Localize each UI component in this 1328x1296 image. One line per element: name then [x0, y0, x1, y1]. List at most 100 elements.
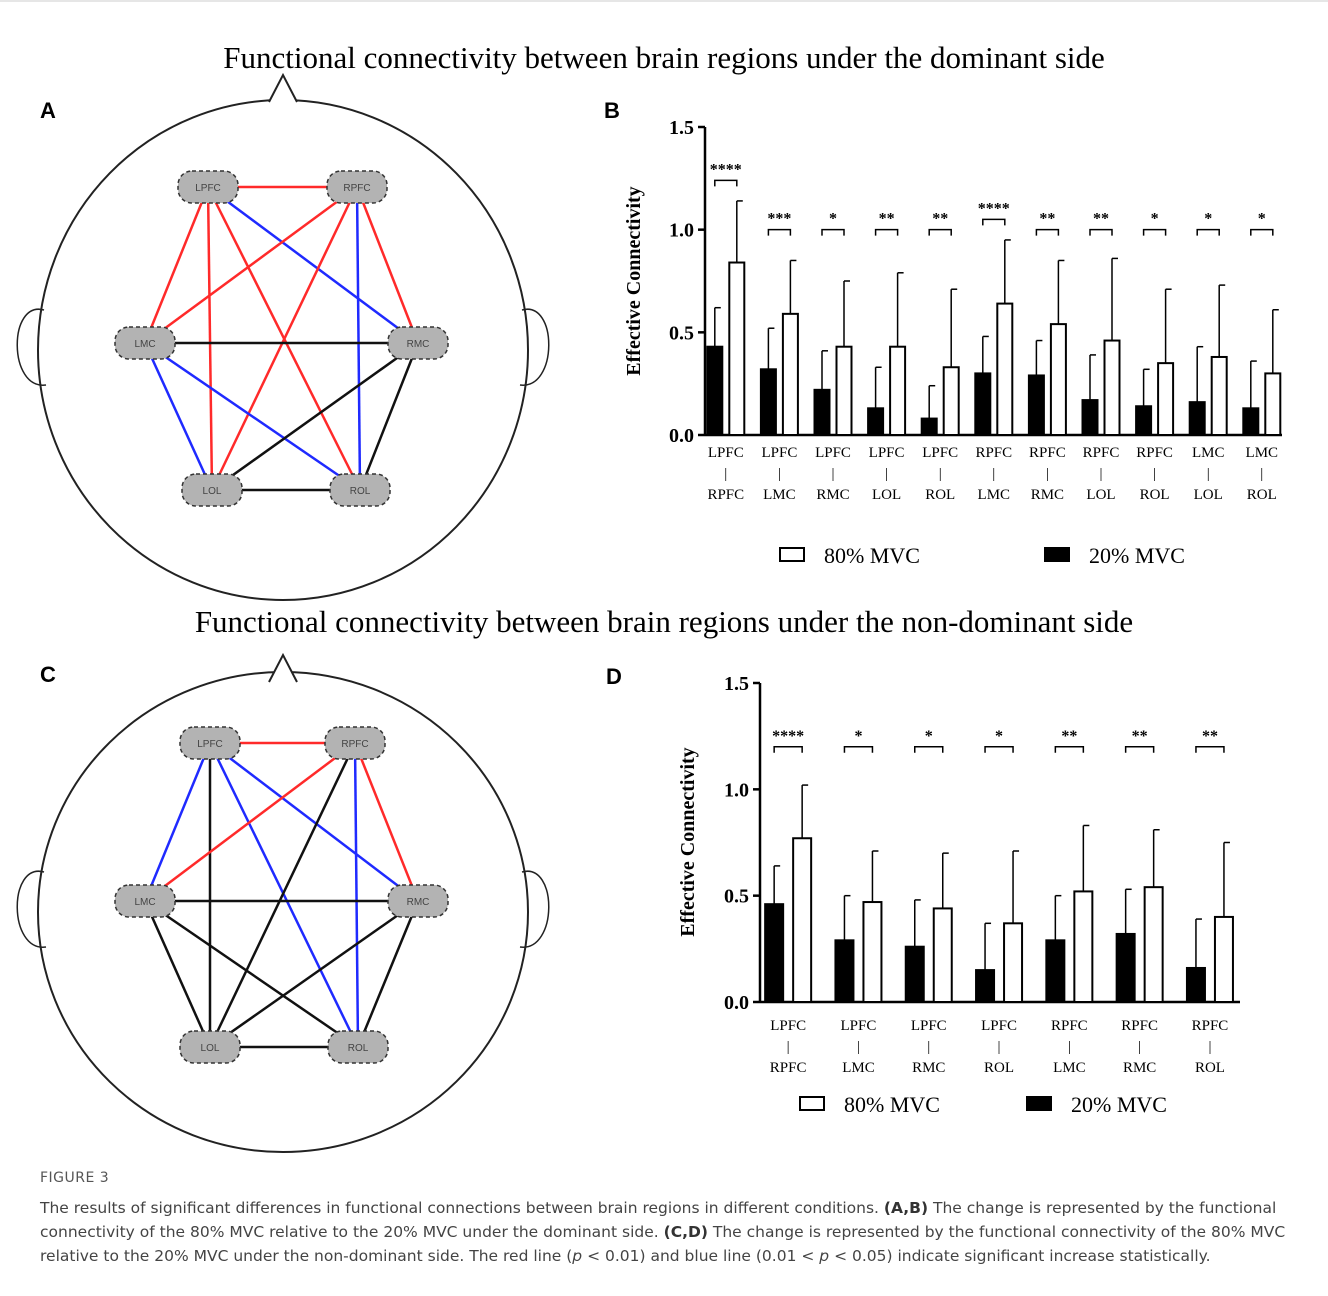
- ear: [17, 871, 46, 947]
- y-tick-label: 0.5: [724, 886, 749, 908]
- significance-bracket: [822, 230, 844, 236]
- edge: [212, 343, 418, 490]
- x-tick-label: RPFC|LMC: [1051, 1018, 1088, 1076]
- significance-bracket: [1036, 230, 1058, 236]
- significance-label: **: [1061, 728, 1077, 745]
- significance-bracket: [1197, 230, 1219, 236]
- section-title: Functional connectivity between brain re…: [223, 40, 1105, 75]
- x-tick-label: LPFC|RMC: [815, 445, 851, 503]
- bar: [934, 908, 952, 1002]
- legend-swatch: [780, 548, 804, 561]
- significance-label: ****: [978, 200, 1010, 217]
- significance-bracket: [1144, 230, 1166, 236]
- y-tick-label: 1.5: [669, 117, 694, 139]
- node-label: RMC: [407, 897, 430, 908]
- significance-label: ****: [710, 161, 742, 178]
- significance-bracket: [1126, 747, 1154, 753]
- node-label: LOL: [201, 1043, 220, 1054]
- y-tick-label: 0.5: [669, 322, 694, 344]
- bar: [890, 347, 905, 435]
- significance-bracket: [876, 230, 898, 236]
- bar: [1187, 968, 1205, 1002]
- caption-italic: p: [572, 1247, 582, 1265]
- x-tick-label: RPFC|LMC: [975, 445, 1012, 503]
- node-label: LPFC: [197, 739, 223, 750]
- node-label: RPFC: [341, 739, 368, 750]
- caption-text: The results of significant differences i…: [40, 1199, 884, 1217]
- x-tick-label: RPFC|LOL: [1083, 445, 1120, 503]
- significance-bracket: [1055, 747, 1083, 753]
- significance-label: *: [1151, 211, 1159, 228]
- x-tick-label: LPFC|ROL: [981, 1018, 1017, 1076]
- legend-swatch: [800, 1097, 824, 1110]
- bar: [793, 838, 811, 1002]
- bar: [1029, 375, 1044, 435]
- caption-label: FIGURE 3: [40, 1170, 109, 1186]
- bar: [1190, 402, 1205, 435]
- x-tick-label: LPFC|LMC: [761, 445, 797, 503]
- legend-label: 80% MVC: [824, 543, 920, 568]
- significance-label: **: [1132, 728, 1148, 745]
- significance-bracket: [1196, 747, 1224, 753]
- significance-label: ***: [767, 211, 791, 228]
- legend-label: 80% MVC: [844, 1092, 940, 1117]
- node-label: ROL: [350, 486, 371, 497]
- significance-bracket: [768, 230, 790, 236]
- node-label: RPFC: [343, 183, 370, 194]
- x-tick-label: LPFC|LMC: [841, 1018, 877, 1076]
- x-tick-label: LPFC|RMC: [911, 1018, 947, 1076]
- edge: [357, 187, 360, 490]
- bar: [1215, 917, 1233, 1002]
- bar: [1212, 357, 1227, 435]
- node-label: LOL: [203, 486, 222, 497]
- bar: [944, 367, 959, 435]
- y-tick-label: 1.0: [724, 779, 749, 801]
- y-tick-label: 0.0: [669, 425, 694, 447]
- edge: [212, 187, 357, 490]
- caption: The results of significant differences i…: [40, 1196, 1310, 1268]
- bar: [975, 373, 990, 435]
- bar: [997, 304, 1012, 435]
- y-axis-label: Effective Connectivity: [677, 747, 699, 936]
- edge: [355, 743, 358, 1047]
- significance-label: *: [925, 728, 933, 745]
- significance-bracket: [929, 230, 951, 236]
- bar: [868, 408, 883, 435]
- caption-italic: p: [819, 1247, 829, 1265]
- bar: [837, 347, 852, 435]
- significance-bracket: [983, 219, 1005, 225]
- bar: [1243, 408, 1258, 435]
- bar: [1083, 400, 1098, 435]
- significance-bracket: [1251, 230, 1273, 236]
- legend-label: 20% MVC: [1071, 1092, 1167, 1117]
- bar: [1004, 923, 1022, 1002]
- significance-label: **: [1039, 211, 1055, 228]
- significance-label: *: [1204, 211, 1212, 228]
- bar: [729, 263, 744, 435]
- nose: [269, 655, 297, 682]
- legend-swatch: [1027, 1097, 1051, 1110]
- node-label: ROL: [348, 1043, 369, 1054]
- x-tick-label: RPFC|ROL: [1136, 445, 1173, 503]
- significance-bracket: [774, 747, 802, 753]
- significance-label: **: [1202, 728, 1218, 745]
- panel-label: A: [40, 98, 56, 123]
- x-tick-label: LMC|LOL: [1192, 445, 1225, 503]
- node-label: LMC: [134, 339, 155, 350]
- bar: [1158, 363, 1173, 435]
- node-label: LPFC: [195, 183, 221, 194]
- significance-label: **: [1093, 211, 1109, 228]
- nose: [269, 75, 297, 102]
- bar: [1117, 934, 1135, 1002]
- bar: [1046, 940, 1064, 1002]
- bar: [863, 902, 881, 1002]
- bar: [761, 369, 776, 435]
- ear: [520, 309, 549, 385]
- bar: [1051, 324, 1066, 435]
- y-tick-label: 1.5: [724, 673, 749, 695]
- bar: [976, 970, 994, 1002]
- bar: [1074, 891, 1092, 1002]
- x-tick-label: LPFC|LOL: [869, 445, 905, 503]
- x-tick-label: LPFC|RPFC: [707, 445, 744, 503]
- x-tick-label: LPFC|ROL: [922, 445, 958, 503]
